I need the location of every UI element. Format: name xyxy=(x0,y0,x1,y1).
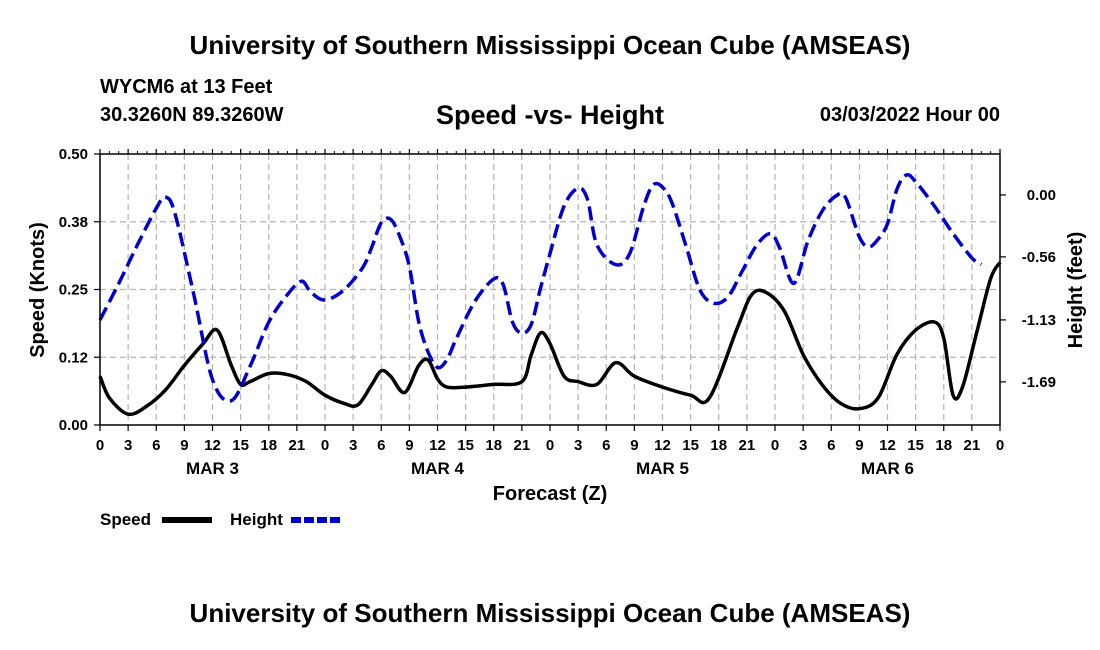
page-title-bottom: University of Southern Mississippi Ocean… xyxy=(189,598,911,628)
x-tick-label: 12 xyxy=(429,437,446,454)
x-tick-label: 9 xyxy=(180,437,188,454)
x-tick-label: 15 xyxy=(907,437,924,454)
x-tick-label: 12 xyxy=(654,437,671,454)
day-label: MAR 4 xyxy=(411,459,464,478)
legend: Speed Height xyxy=(100,510,342,529)
y-right-tick-label: -0.56 xyxy=(1022,249,1056,266)
y-axis-label-left: Speed (Knots) xyxy=(27,222,49,358)
y-right-tick-label: 0.00 xyxy=(1027,187,1056,204)
x-tick-label: 6 xyxy=(602,437,610,454)
x-tick-label: 9 xyxy=(630,437,638,454)
y-left-tick-label: 0.00 xyxy=(59,417,88,434)
x-tick-label: 6 xyxy=(152,437,160,454)
x-tick-label: 21 xyxy=(964,437,981,454)
y-axis-label-right: Height (feet) xyxy=(1065,232,1087,349)
x-tick-label: 18 xyxy=(710,437,727,454)
axes: 0 3 6 9 12 15 18 21 0 3 6 9 12 15 18 21 0 3 6 9 12 15 18 21 0 3 6 9… xyxy=(59,146,1056,478)
legend-speed-label: Speed xyxy=(100,510,151,529)
chart-subtitle: Speed -vs- Height xyxy=(435,100,665,130)
series-line-height xyxy=(98,172,983,403)
x-tick-label: 15 xyxy=(682,437,699,454)
x-axis-label: Forecast (Z) xyxy=(493,483,607,505)
series-layer xyxy=(98,172,1002,417)
x-tick-label: 3 xyxy=(124,437,132,454)
page-title-top: University of Southern Mississippi Ocean… xyxy=(189,30,911,60)
x-tick-label: 0 xyxy=(771,437,779,454)
day-label: MAR 3 xyxy=(186,459,239,478)
x-tick-label: 9 xyxy=(855,437,863,454)
x-tick-label: 21 xyxy=(514,437,531,454)
x-tick-label: 12 xyxy=(204,437,221,454)
forecast-datetime: 03/03/2022 Hour 00 xyxy=(819,104,1000,126)
x-tick-label: 15 xyxy=(232,437,249,454)
x-tick-label: 21 xyxy=(739,437,756,454)
y-left-tick-label: 0.25 xyxy=(59,282,88,299)
y-left-tick-label: 0.38 xyxy=(59,214,88,231)
x-tick-label: 12 xyxy=(879,437,896,454)
y-left-tick-label: 0.12 xyxy=(59,349,88,366)
x-tick-label: 6 xyxy=(377,437,385,454)
station-label: WYCM6 at 13 Feet xyxy=(100,76,273,98)
x-tick-label: 9 xyxy=(405,437,413,454)
x-tick-label: 21 xyxy=(289,437,306,454)
legend-height-label: Height xyxy=(230,510,283,529)
x-tick-label: 15 xyxy=(457,437,474,454)
x-tick-label: 3 xyxy=(349,437,357,454)
x-tick-label: 3 xyxy=(574,437,582,454)
x-tick-label: 0 xyxy=(321,437,329,454)
coordinates-label: 30.3260N 89.3260W xyxy=(100,104,284,126)
grid xyxy=(100,154,1000,425)
x-tick-label: 0 xyxy=(96,437,104,454)
y-right-tick-label: -1.13 xyxy=(1022,312,1056,329)
x-tick-label: 6 xyxy=(827,437,835,454)
x-tick-label: 0 xyxy=(546,437,554,454)
day-label: MAR 5 xyxy=(636,459,689,478)
y-left-tick-label: 0.50 xyxy=(59,146,88,163)
x-tick-label: 18 xyxy=(260,437,277,454)
x-tick-label: 0 xyxy=(996,437,1004,454)
x-tick-label: 3 xyxy=(799,437,807,454)
x-tick-label: 18 xyxy=(935,437,952,454)
x-tick-label: 18 xyxy=(485,437,502,454)
day-label: MAR 6 xyxy=(861,459,914,478)
y-right-tick-label: -1.69 xyxy=(1022,374,1056,391)
